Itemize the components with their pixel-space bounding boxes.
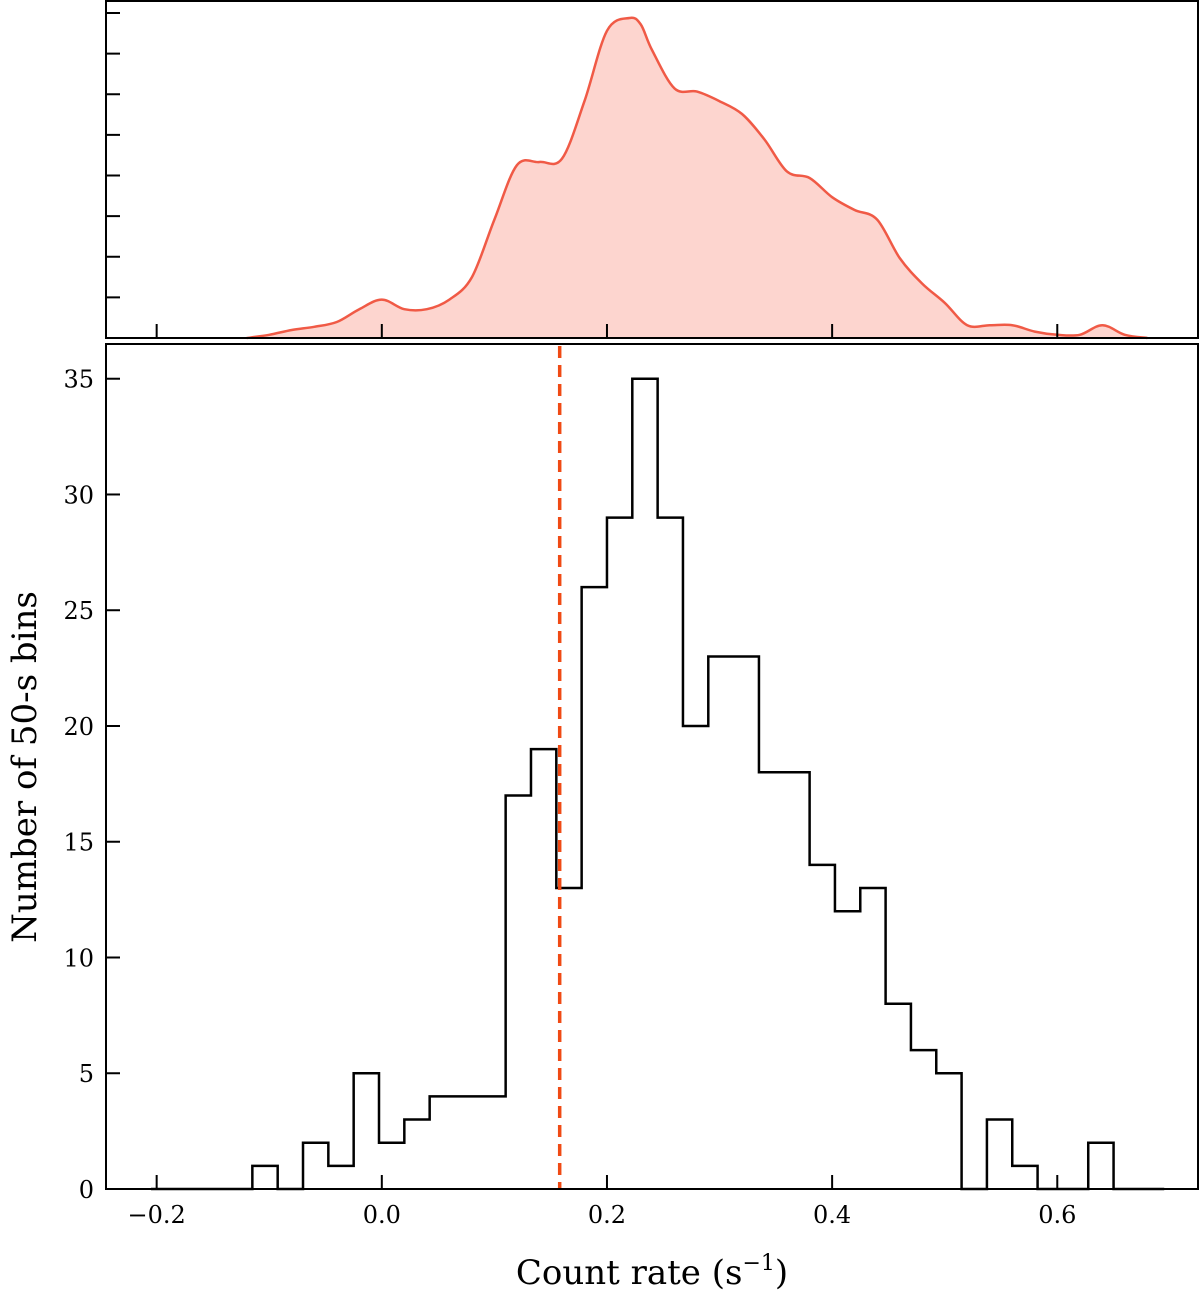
x-tick-label: 0.6	[1038, 1201, 1076, 1229]
y-tick-label: 20	[63, 713, 94, 741]
y-tick-label: 15	[63, 829, 94, 857]
y-axis-label: Number of 50-s bins	[5, 591, 45, 943]
x-tick-label: 0.0	[363, 1201, 401, 1229]
x-axis-label: Count rate (s−1)	[516, 1251, 788, 1293]
x-tick-label: 0.2	[588, 1201, 626, 1229]
top-panel-frame	[105, 0, 1199, 339]
y-tick-label: 5	[79, 1060, 94, 1088]
bottom-panel: −0.2 0.0 0.2 0.4 0.6 0 5 10 15 20 25 30 35 Count rat…	[5, 343, 1199, 1293]
x-tick-label: −0.2	[128, 1201, 186, 1229]
y-tick-label: 25	[63, 597, 94, 625]
top-panel-ticks	[106, 12, 1059, 339]
top-panel	[105, 0, 1199, 340]
bottom-panel-frame	[105, 343, 1199, 1190]
density-curve	[246, 16, 1148, 340]
y-tick-label: 0	[79, 1176, 94, 1204]
density-fill	[246, 17, 1148, 338]
bottom-panel-ticks: −0.2 0.0 0.2 0.4 0.6 0 5 10 15 20 25 30 35	[63, 366, 1076, 1229]
histogram-steps	[151, 377, 1165, 1191]
y-tick-label: 35	[63, 366, 94, 394]
x-axis-label-superscript: −1	[742, 1251, 774, 1276]
y-tick-label: 10	[63, 944, 94, 972]
x-axis-label-close: )	[775, 1253, 788, 1293]
x-tick-label: 0.4	[813, 1201, 851, 1229]
y-tick-label: 30	[63, 481, 94, 509]
